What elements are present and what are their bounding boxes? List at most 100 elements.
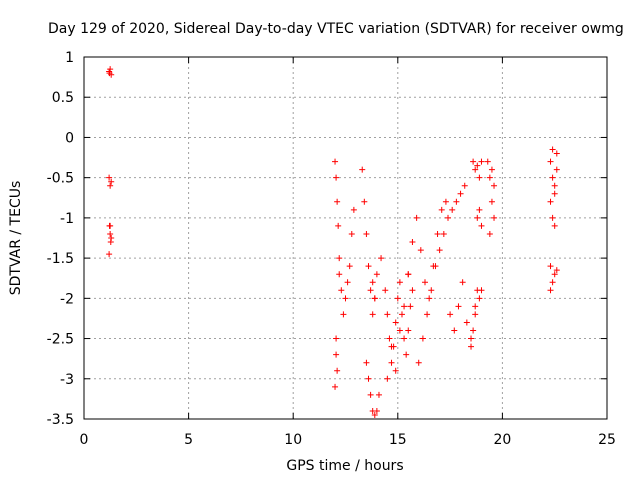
data-point bbox=[107, 230, 114, 237]
data-point bbox=[476, 174, 483, 181]
data-point bbox=[491, 182, 498, 189]
data-point bbox=[394, 295, 401, 302]
data-point bbox=[474, 287, 481, 294]
data-point bbox=[382, 287, 389, 294]
data-point bbox=[476, 206, 483, 213]
data-point bbox=[451, 327, 458, 334]
data-point bbox=[369, 311, 376, 318]
data-point bbox=[333, 174, 340, 181]
data-point bbox=[396, 279, 403, 286]
data-point bbox=[421, 279, 428, 286]
data-point bbox=[426, 295, 433, 302]
data-point bbox=[551, 190, 558, 197]
data-point bbox=[419, 335, 426, 342]
data-point bbox=[108, 235, 115, 241]
data-point bbox=[384, 311, 391, 318]
data-point bbox=[340, 311, 347, 318]
plot-frame bbox=[83, 56, 608, 420]
x-tick-label: 25 bbox=[598, 432, 616, 448]
data-point bbox=[388, 343, 395, 350]
data-point bbox=[363, 359, 370, 366]
grid-lines bbox=[84, 57, 607, 419]
data-point bbox=[403, 351, 410, 358]
data-point bbox=[409, 287, 416, 294]
data-point bbox=[553, 166, 560, 173]
data-point bbox=[415, 359, 422, 366]
y-axis-ticks: -3.5 -3 -2.5 -2 -1.5 -1 -0.5 0 0.5 1 bbox=[47, 50, 607, 428]
x-axis-title: GPS time / hours bbox=[286, 458, 403, 474]
x-tick-label: 0 bbox=[80, 432, 89, 448]
data-point bbox=[547, 158, 554, 165]
data-point bbox=[547, 198, 554, 205]
data-point bbox=[348, 230, 355, 237]
data-point bbox=[470, 158, 477, 165]
data-point bbox=[384, 375, 391, 382]
data-point bbox=[405, 327, 412, 334]
data-point bbox=[332, 383, 339, 390]
data-point bbox=[474, 214, 481, 221]
data-point bbox=[359, 166, 366, 173]
data-point bbox=[449, 206, 456, 213]
data-point bbox=[442, 198, 449, 205]
data-point bbox=[409, 239, 416, 246]
data-point bbox=[365, 375, 372, 382]
data-point bbox=[468, 335, 475, 342]
data-point bbox=[407, 303, 414, 310]
y-tick-label: -2 bbox=[60, 291, 74, 307]
data-point bbox=[107, 66, 114, 73]
data-point bbox=[472, 303, 479, 310]
data-point bbox=[413, 214, 420, 221]
data-point bbox=[436, 247, 443, 254]
data-point bbox=[453, 198, 460, 205]
x-axis-ticks: 0 5 10 15 20 25 bbox=[80, 57, 616, 448]
data-point bbox=[417, 247, 424, 254]
data-point bbox=[445, 214, 452, 221]
data-point bbox=[332, 158, 339, 165]
data-point bbox=[461, 182, 468, 189]
y-tick-label: -3.5 bbox=[47, 412, 74, 428]
data-point bbox=[463, 319, 470, 326]
data-point bbox=[549, 214, 556, 221]
data-point bbox=[336, 271, 343, 278]
x-tick-label: 15 bbox=[389, 432, 407, 448]
y-tick-label: 1 bbox=[65, 50, 74, 66]
data-point bbox=[392, 367, 399, 374]
data-point bbox=[108, 71, 115, 78]
data-point bbox=[547, 263, 554, 270]
data-point bbox=[388, 359, 395, 366]
data-point bbox=[457, 190, 464, 197]
data-point bbox=[455, 303, 462, 310]
data-point bbox=[371, 295, 378, 302]
y-tick-label: -3 bbox=[60, 372, 74, 388]
data-point bbox=[106, 174, 113, 181]
data-point bbox=[551, 222, 558, 229]
y-tick-label: -1.5 bbox=[47, 251, 74, 267]
data-point bbox=[476, 295, 483, 302]
data-point bbox=[484, 158, 491, 165]
data-point bbox=[107, 222, 114, 229]
data-point bbox=[373, 271, 380, 278]
data-point bbox=[396, 327, 403, 334]
chart-title: Day 129 of 2020, Sidereal Day-to-day VTE… bbox=[48, 21, 624, 37]
data-point bbox=[336, 255, 343, 262]
data-point bbox=[447, 311, 454, 318]
data-point bbox=[478, 222, 485, 229]
data-point bbox=[367, 287, 374, 294]
y-axis-title: SDTVAR / TECUs bbox=[8, 181, 24, 296]
data-point bbox=[108, 178, 115, 185]
data-point bbox=[401, 335, 408, 342]
data-point bbox=[547, 287, 554, 294]
y-tick-label: 0 bbox=[65, 130, 74, 146]
data-point bbox=[486, 174, 493, 181]
data-point bbox=[551, 182, 558, 189]
data-point bbox=[459, 279, 466, 286]
data-point bbox=[491, 214, 498, 221]
data-point bbox=[553, 267, 560, 274]
data-point bbox=[350, 206, 357, 213]
data-point bbox=[472, 311, 479, 318]
data-point bbox=[401, 303, 408, 310]
data-point bbox=[470, 327, 477, 334]
x-tick-label: 20 bbox=[493, 432, 511, 448]
data-point bbox=[371, 411, 378, 418]
